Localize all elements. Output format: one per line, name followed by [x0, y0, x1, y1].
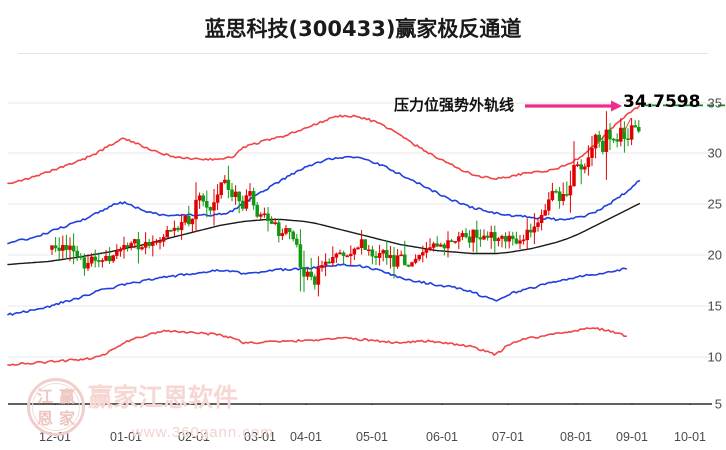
x-axis-tick-label: 04-01: [290, 430, 322, 444]
resistance-annotation-value: 34.7598: [623, 92, 701, 112]
logo-char-4: 家: [58, 409, 75, 428]
title-bar: 蓝思科技(300433)赢家极反通道: [0, 0, 726, 54]
x-axis-tick-label: 05-01: [356, 430, 388, 444]
logo-ring-inner: [32, 383, 80, 431]
x-axis-tick-label: 07-01: [492, 430, 524, 444]
chart-plot-area: [0, 53, 726, 405]
resistance-annotation-label: 压力位强势外轨线: [394, 96, 515, 114]
chart-canvas: [7, 100, 726, 405]
x-axis-tick-label: 10-01: [674, 430, 706, 444]
page-title: 蓝思科技(300433)赢家极反通道: [204, 17, 522, 41]
series-line-lower-inner-band: [7, 263, 628, 316]
logo-ring-outer: [27, 378, 85, 436]
annotation-leader-line: [623, 117, 632, 133]
candlestick-series: [50, 111, 641, 297]
series-line-upper-inner-band: [7, 155, 641, 245]
watermark-logo-icon: 江 赢 恩 家: [27, 378, 89, 440]
x-axis-tick-label: 08-01: [560, 430, 592, 444]
watermark-brand: 赢家江恩软件: [88, 383, 239, 412]
annotation-arrow-head: [611, 100, 622, 112]
logo-char-3: 恩: [36, 409, 53, 428]
series-line-lower-outer-band: [7, 327, 628, 367]
title-divider: [18, 53, 708, 54]
series-line-upper-outer-band: [7, 104, 641, 185]
series-line-center-line: [7, 202, 641, 266]
logo-char-1: 江: [36, 387, 53, 406]
watermark-url: www.360gann.com: [132, 424, 274, 441]
logo-char-2: 赢: [58, 387, 75, 406]
x-axis-tick-label: 09-01: [616, 430, 648, 444]
x-axis-tick-label: 06-01: [426, 430, 458, 444]
